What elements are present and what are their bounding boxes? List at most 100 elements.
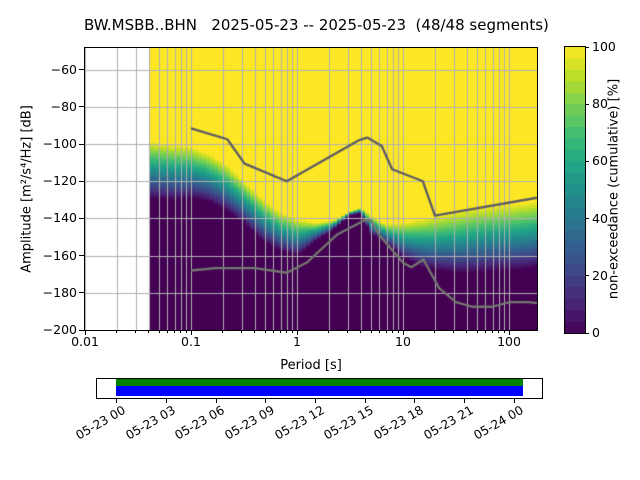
x-minor-tick [476,330,478,333]
y-tick [79,255,84,257]
timeline-tick [315,398,316,403]
timeline-tick [414,398,416,403]
y-tick-label: −180 [42,284,77,300]
plot-area [84,47,538,331]
colorbar-tick [585,160,589,162]
timeline-box [96,378,543,399]
x-minor-tick [280,330,282,333]
y-tick-label: −200 [42,322,77,337]
y-tick [79,69,84,71]
timeline-tick [464,398,466,403]
y-tick [79,292,84,294]
x-minor-tick [360,330,362,333]
x-minor-tick [286,330,288,333]
x-tick [402,330,404,335]
y-tick-label: −120 [42,173,77,189]
x-minor-tick [498,330,500,333]
x-tick [508,330,510,335]
x-tick-label: 1 [293,334,301,349]
x-tick [190,330,192,335]
y-axis-label: Amplitude [m²/s⁴/Hz] [dB] [19,105,35,273]
colorbar-gradient [565,47,585,333]
colorbar-tick-label: 60 [592,153,608,169]
x-tick-label: 100 [497,334,521,349]
x-minor-tick [264,330,266,333]
colorbar-label: non-exceedance (cumulative) [%] [606,78,622,300]
timeline-tick [215,398,217,403]
x-minor-tick [386,330,388,333]
x-tick [84,330,86,335]
x-minor-tick [272,330,274,333]
x-minor-tick [135,330,137,333]
y-tick [79,106,84,108]
timeline-tick [513,398,515,403]
colorbar-tick [585,332,589,334]
timeline-coverage [116,379,523,396]
timeline-tick [364,398,366,403]
colorbar-tick-label: 40 [592,210,608,226]
timeline-tick-label: 05-23 00 [73,403,128,443]
x-minor-tick [484,330,486,333]
x-minor-tick [166,330,168,333]
plot-title: BW.MSBB..BHN 2025-05-23 -- 2025-05-23 (4… [84,16,549,34]
x-minor-tick [222,330,224,333]
x-minor-tick [180,330,182,333]
x-tick-label: 0.01 [71,334,99,349]
timeline-tick-label: 05-23 09 [222,403,277,443]
colorbar-tick [585,275,589,277]
x-minor-tick [466,330,468,333]
timeline-tick-label: 05-23 21 [421,403,476,443]
x-minor-tick [434,330,436,333]
x-minor-tick [116,330,118,333]
y-tick-label: −60 [50,61,77,77]
x-minor-tick [453,330,455,333]
y-tick [79,329,84,331]
x-minor-tick [328,330,330,333]
timeline-tick-label: 05-23 18 [371,403,426,443]
x-minor-tick [492,330,494,333]
x-minor-tick [503,330,505,333]
x-tick [296,330,298,335]
y-tick-label: −100 [42,136,77,152]
x-minor-tick [291,330,293,333]
colorbar-tick [585,46,589,48]
y-tick-label: −140 [42,210,77,226]
x-tick-label: 10 [395,334,411,349]
colorbar-tick [585,103,589,105]
x-tick-label: 0.1 [181,334,201,349]
y-tick-label: −160 [42,247,77,263]
y-tick [79,217,84,219]
x-minor-tick [174,330,176,333]
timeline-tick-label: 05-23 03 [122,403,178,443]
y-tick-label: −80 [50,98,77,114]
colorbar [564,46,586,334]
colorbar-tick-label: 20 [592,267,608,283]
x-minor-tick [158,330,160,333]
x-minor-tick [347,330,349,333]
timeline-tick-label: 05-23 12 [272,403,327,443]
colorbar-tick [585,218,589,220]
colorbar-tick-label: 0 [592,325,600,340]
timeline-tick-label: 05-24 00 [470,403,526,443]
x-axis-label: Period [s] [280,358,342,373]
colorbar-tick-label: 100 [592,39,616,54]
ppsd-heatmap-canvas [85,48,537,330]
timeline-coverage-blue-bar [116,386,523,396]
timeline-tick [165,398,167,403]
x-minor-tick [397,330,399,333]
x-minor-tick [148,330,150,333]
timeline-tick [116,398,118,403]
x-minor-tick [370,330,372,333]
x-minor-tick [378,330,380,333]
timeline-tick-label: 05-23 06 [172,403,228,443]
x-minor-tick [392,330,394,333]
x-minor-tick [254,330,256,333]
timeline-tick-label: 05-23 15 [321,403,377,443]
timeline-coverage-green-bar [116,379,523,386]
x-minor-tick [241,330,243,333]
timeline-tick [265,398,267,403]
x-minor-tick [185,330,187,333]
y-tick [79,180,84,182]
y-tick [79,143,84,145]
